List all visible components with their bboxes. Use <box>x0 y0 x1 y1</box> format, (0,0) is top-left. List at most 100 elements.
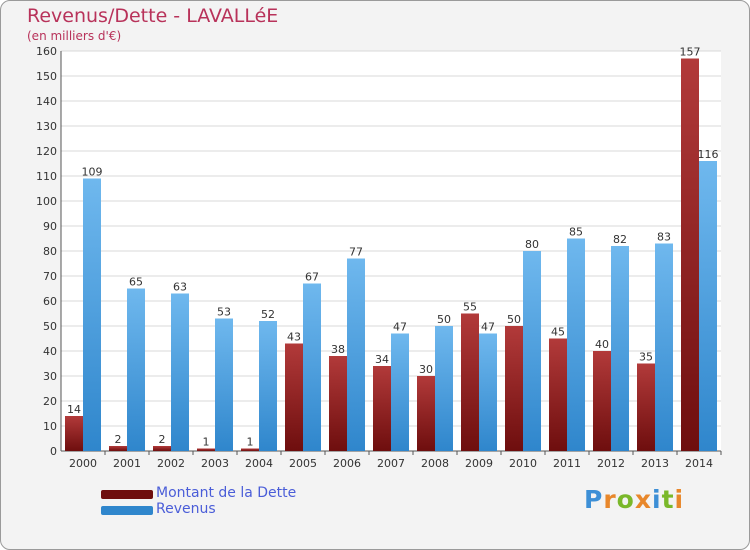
y-tick-label: 30 <box>43 370 57 383</box>
data-label-revenus: 65 <box>129 276 143 289</box>
x-tick-label: 2013 <box>641 457 669 470</box>
bar-dette <box>285 343 303 451</box>
data-label-dette: 14 <box>67 403 81 416</box>
bar-dette <box>593 351 611 451</box>
data-label-dette: 2 <box>115 433 122 446</box>
data-label-dette: 55 <box>463 301 477 314</box>
data-label-revenus: 52 <box>261 308 275 321</box>
data-label-dette: 43 <box>287 331 301 344</box>
proxiti-logo: Proxiti <box>584 485 684 514</box>
bar-revenus <box>699 161 717 451</box>
y-tick-label: 150 <box>36 70 57 83</box>
x-tick-label: 2007 <box>377 457 405 470</box>
bar-dette <box>637 363 655 451</box>
bar-revenus <box>347 258 365 451</box>
data-label-dette: 40 <box>595 338 609 351</box>
y-tick-label: 70 <box>43 270 57 283</box>
bar-revenus <box>655 243 673 451</box>
data-label-dette: 157 <box>680 46 701 59</box>
bar-dette <box>461 313 479 451</box>
data-label-dette: 45 <box>551 326 565 339</box>
y-tick-label: 110 <box>36 170 57 183</box>
bar-revenus <box>435 326 453 451</box>
y-tick-label: 50 <box>43 320 57 333</box>
y-tick-label: 40 <box>43 345 57 358</box>
chart-title: Revenus/Dette - LAVALLéE <box>27 5 279 27</box>
data-label-revenus: 83 <box>657 231 671 244</box>
legend-item-dette: Montant de la Dette <box>101 485 361 503</box>
y-tick-label: 90 <box>43 220 57 233</box>
legend-label-revenus: Revenus <box>156 501 216 517</box>
x-tick-label: 2011 <box>553 457 581 470</box>
data-label-revenus: 47 <box>393 321 407 334</box>
bar-dette <box>65 416 83 451</box>
legend-label-dette: Montant de la Dette <box>156 485 297 501</box>
bar-dette <box>153 446 171 451</box>
legend-item-revenus: Revenus <box>101 501 361 519</box>
y-tick-label: 60 <box>43 295 57 308</box>
logo-letter: P <box>584 485 604 514</box>
legend-swatch-dette <box>101 490 153 499</box>
bar-dette <box>681 58 699 451</box>
x-tick-label: 2003 <box>201 457 229 470</box>
bar-revenus <box>127 288 145 451</box>
data-label-dette: 38 <box>331 343 345 356</box>
bar-dette <box>241 448 259 451</box>
x-tick-label: 2009 <box>465 457 493 470</box>
x-tick-label: 2010 <box>509 457 537 470</box>
bar-revenus <box>391 333 409 451</box>
data-label-revenus: 77 <box>349 246 363 259</box>
bar-revenus <box>171 293 189 451</box>
bar-dette <box>549 338 567 451</box>
bar-revenus <box>259 321 277 451</box>
bar-dette <box>373 366 391 451</box>
y-tick-label: 140 <box>36 95 57 108</box>
data-label-dette: 50 <box>507 313 521 326</box>
data-label-revenus: 47 <box>481 321 495 334</box>
data-label-revenus: 67 <box>305 271 319 284</box>
y-tick-label: 80 <box>43 245 57 258</box>
x-tick-label: 2014 <box>685 457 713 470</box>
bar-revenus <box>523 251 541 451</box>
y-tick-label: 120 <box>36 145 57 158</box>
bar-revenus <box>303 283 321 451</box>
data-label-revenus: 50 <box>437 313 451 326</box>
y-tick-label: 160 <box>36 45 57 58</box>
bar-dette <box>197 448 215 451</box>
data-label-dette: 2 <box>159 433 166 446</box>
data-label-dette: 35 <box>639 351 653 364</box>
data-label-revenus: 116 <box>698 148 719 161</box>
logo-letter: x <box>634 485 652 514</box>
y-tick-label: 10 <box>43 420 57 433</box>
bar-revenus <box>83 178 101 451</box>
data-label-dette: 34 <box>375 353 389 366</box>
data-label-revenus: 63 <box>173 281 187 294</box>
x-tick-label: 2001 <box>113 457 141 470</box>
logo-letter: i <box>674 485 685 514</box>
x-tick-label: 2004 <box>245 457 273 470</box>
data-label-revenus: 53 <box>217 306 231 319</box>
data-label-revenus: 85 <box>569 226 583 239</box>
bar-dette <box>505 326 523 451</box>
bar-revenus <box>479 333 497 451</box>
logo-letter: o <box>616 485 635 514</box>
data-label-dette: 1 <box>203 436 210 449</box>
data-label-dette: 30 <box>419 363 433 376</box>
logo-letter: r <box>603 485 617 514</box>
bar-revenus <box>611 246 629 451</box>
bar-revenus <box>215 318 233 451</box>
y-tick-label: 0 <box>50 445 57 458</box>
x-tick-label: 2005 <box>289 457 317 470</box>
y-tick-label: 130 <box>36 120 57 133</box>
bar-dette <box>109 446 127 451</box>
x-tick-label: 2006 <box>333 457 361 470</box>
data-label-revenus: 109 <box>82 166 103 179</box>
y-tick-label: 100 <box>36 195 57 208</box>
y-tick-label: 20 <box>43 395 57 408</box>
data-label-dette: 1 <box>247 436 254 449</box>
data-label-revenus: 80 <box>525 238 539 251</box>
logo-letter: i <box>652 485 662 514</box>
x-tick-label: 2000 <box>69 457 97 470</box>
